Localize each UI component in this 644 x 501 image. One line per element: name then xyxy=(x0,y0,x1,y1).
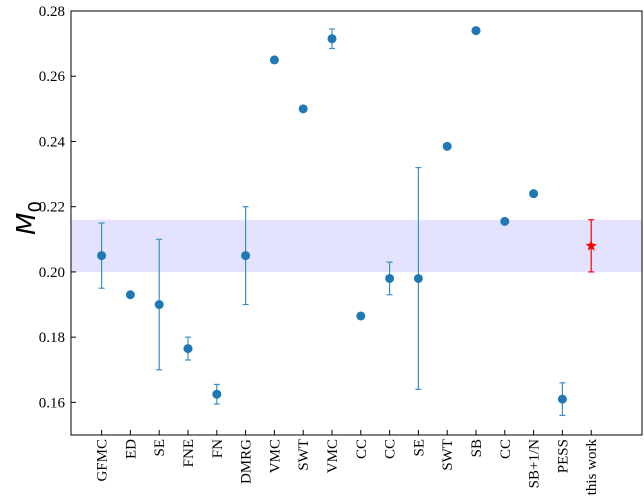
data-point-1 xyxy=(125,290,135,300)
x-tick-label: GFMC xyxy=(95,439,111,482)
x-tick-label: SWT xyxy=(296,439,312,471)
x-tick-label: CC xyxy=(354,439,370,459)
axis-layer: 0.16 0.18 0.20 0.22 0.24 0.26 0.28 xyxy=(39,4,643,436)
x-tick-label: DMRG xyxy=(239,439,255,484)
x-tick-label: SE xyxy=(152,439,168,457)
data-point-4 xyxy=(212,389,222,399)
x-tick-label: PESS xyxy=(555,439,571,473)
data-point-3 xyxy=(183,344,193,354)
data-point-5 xyxy=(241,251,251,261)
y-tick-label: 0.24 xyxy=(39,134,66,150)
x-tick-label: CC xyxy=(383,439,399,459)
y-tick-label: 0.22 xyxy=(39,200,65,216)
x-tick-label: FNE xyxy=(181,439,197,467)
y-tick-label: 0.16 xyxy=(39,395,66,411)
x-tick-label: VMC xyxy=(267,439,283,473)
point-layer xyxy=(97,26,597,404)
band-layer xyxy=(71,219,642,272)
x-tick-label: SB xyxy=(469,439,485,457)
x-tick-label: SE xyxy=(411,439,427,457)
data-point-16 xyxy=(557,394,567,404)
data-point-8 xyxy=(327,34,337,44)
data-point-6 xyxy=(269,55,279,65)
data-point-10 xyxy=(385,273,395,283)
y-axis-label-subscript: 0 xyxy=(25,201,46,212)
y-tick-label: 0.18 xyxy=(39,330,65,346)
label-layer: GFMC ED SE FNE FN DMRG VMC SWT VMC CC CC SE SWT SB CC S… xyxy=(12,201,600,495)
x-tick-label: SWT xyxy=(440,439,456,471)
data-point-7 xyxy=(298,104,308,114)
data-point-13 xyxy=(471,26,481,36)
x-tick-label: this work xyxy=(584,439,600,496)
data-point-9 xyxy=(356,311,366,321)
y-tick-label: 0.26 xyxy=(39,69,66,85)
data-point-12 xyxy=(442,141,452,151)
data-point-14 xyxy=(500,216,510,226)
y-tick-label: 0.28 xyxy=(39,4,65,20)
data-point-star-17 xyxy=(585,239,597,251)
y-axis-label-main: M xyxy=(12,213,42,235)
uncertainty-band xyxy=(71,219,642,272)
x-tick-label: SB+1/N xyxy=(527,439,543,488)
data-point-2 xyxy=(154,300,164,310)
data-point-0 xyxy=(97,251,107,261)
data-point-11 xyxy=(413,273,423,283)
plot-frame xyxy=(70,10,643,436)
x-tick-label: VMC xyxy=(325,439,341,473)
x-tick-label: CC xyxy=(498,439,514,459)
x-tick-label: ED xyxy=(123,439,139,459)
y-axis-label: M0 xyxy=(12,201,46,235)
y-tick-label: 0.20 xyxy=(39,265,65,281)
x-tick-label: FN xyxy=(210,439,226,458)
data-point-15 xyxy=(529,189,539,199)
